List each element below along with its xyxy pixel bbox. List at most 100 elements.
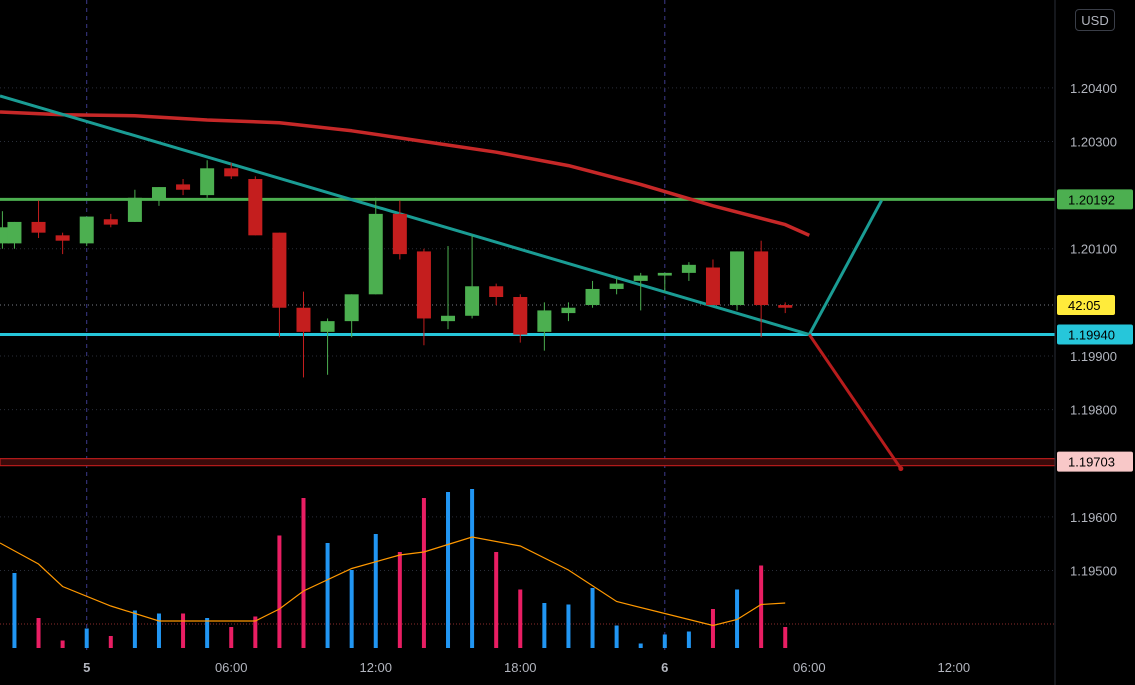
volume-bar (638, 643, 643, 648)
price-tick-label: 1.19600 (1070, 510, 1117, 525)
volume-bar (84, 628, 89, 648)
candle-down (416, 251, 431, 319)
price-tick-label: 1.20100 (1070, 242, 1117, 257)
volume-bar (36, 618, 41, 648)
candle-up (79, 216, 94, 244)
volume-bar (686, 631, 691, 648)
volume-bar (421, 498, 426, 648)
candle-up (200, 168, 215, 196)
price-tick-label: 1.20300 (1070, 134, 1117, 149)
candle-up (585, 288, 600, 306)
volume-bar (710, 609, 715, 648)
price-axis[interactable]: 1.20400 1.20300 1.20100 1.19900 1.19800 1.196… (1070, 81, 1117, 579)
candle-down (489, 286, 504, 298)
volume-bar (397, 552, 402, 648)
projection-down-endpoint (898, 466, 904, 472)
candle-up (441, 315, 456, 322)
volume-bar (446, 492, 451, 648)
volume-bar (181, 613, 186, 648)
candle-down (296, 307, 311, 332)
candle-up (344, 294, 359, 322)
support-price-badge (1057, 324, 1133, 345)
volume-bar (253, 616, 258, 648)
price-tick-label: 1.20400 (1070, 81, 1117, 96)
candle-down (754, 251, 769, 306)
target-price-badge-label: 1.19703 (1068, 455, 1115, 470)
resistance-price-badge (1057, 189, 1133, 210)
time-tick-label: 12:00 (359, 660, 392, 675)
candle-up (368, 213, 383, 295)
price-tick-label: 1.19900 (1070, 349, 1117, 364)
moving-average-line (0, 110, 811, 237)
price-badges: 1.20192 1.19940 1.19703 42:05 (1057, 189, 1133, 472)
candle-up (320, 321, 335, 332)
price-tick-label: 1.19500 (1070, 564, 1117, 579)
resistance-price-badge-label: 1.20192 (1068, 192, 1115, 207)
price-tick-label: 1.19800 (1070, 403, 1117, 418)
time-tick-label: 06:00 (215, 660, 248, 675)
time-axis[interactable]: 5 06:00 12:00 18:00 6 06:00 12:00 (83, 660, 970, 675)
time-tick-label: 6 (661, 660, 668, 675)
volume-bar (277, 535, 282, 648)
candle-down (224, 168, 239, 177)
volume-bar (132, 610, 137, 648)
volume-bar (12, 573, 17, 648)
candle-up (537, 310, 552, 332)
volume-pane (0, 489, 1055, 648)
candle-up (681, 264, 696, 273)
volume-bar (470, 489, 475, 648)
candle-up (151, 187, 166, 201)
volume-bar (542, 603, 547, 648)
candle-up (0, 227, 10, 244)
candle-down (705, 267, 720, 306)
volume-bar (108, 636, 113, 648)
time-tick-label: 18:00 (504, 660, 537, 675)
projection-up-line (807, 199, 883, 336)
volume-bar (566, 604, 571, 648)
volume-bar (783, 627, 788, 648)
candle-down (103, 219, 118, 225)
volume-bar (735, 589, 740, 648)
time-tick-label: 06:00 (793, 660, 826, 675)
candle-up (730, 251, 745, 306)
candle-up (127, 197, 142, 222)
volume-bar (60, 640, 65, 648)
target-price-badge (1057, 451, 1133, 472)
drawings (0, 94, 1056, 467)
volume-bar (759, 565, 764, 648)
candle-down (513, 297, 528, 335)
candle-up (7, 221, 22, 244)
volume-bar (494, 552, 499, 648)
volume-bar (156, 613, 161, 648)
candle-up (657, 272, 672, 276)
candle-down (272, 232, 287, 308)
candle-up (633, 275, 648, 281)
candle-down (778, 305, 793, 308)
candle-down (31, 221, 46, 233)
candle-down (176, 184, 191, 190)
volume-bar (229, 627, 234, 648)
countdown-badge (1057, 295, 1115, 316)
volume-bar (373, 534, 378, 648)
volume-bar (590, 588, 595, 648)
candle-down (248, 179, 263, 236)
currency-button[interactable]: USD (1075, 9, 1115, 31)
time-tick-label: 5 (83, 660, 90, 675)
volume-bar (205, 618, 210, 648)
projection-down-line (808, 333, 903, 470)
candle-up (561, 307, 576, 314)
countdown-label: 42:05 (1068, 298, 1101, 313)
volume-bar (662, 634, 667, 648)
candle-down (55, 235, 70, 241)
candle-down (392, 213, 407, 255)
volume-bar (325, 543, 330, 648)
volume-bar (349, 570, 354, 648)
candle-up (465, 286, 480, 316)
candles (0, 160, 793, 378)
volume-ma-line (0, 536, 786, 627)
volume-bar (301, 498, 306, 648)
volume-bar (614, 625, 619, 648)
support-price-badge-label: 1.19940 (1068, 328, 1115, 343)
